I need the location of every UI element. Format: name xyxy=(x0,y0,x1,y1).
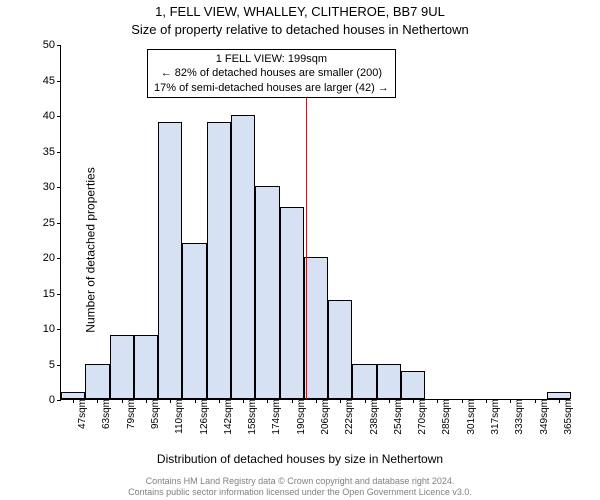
y-tick-mark xyxy=(57,365,61,366)
x-tick-label: 301sqm xyxy=(462,399,477,435)
x-tick-label: 238sqm xyxy=(365,399,380,435)
y-tick-mark xyxy=(57,258,61,259)
y-tick-mark xyxy=(57,152,61,153)
footer-line-2: Contains public sector information licen… xyxy=(0,487,600,498)
x-tick-label: 126sqm xyxy=(195,399,210,435)
x-tick-label: 79sqm xyxy=(122,399,137,429)
x-tick-label: 365sqm xyxy=(559,399,574,435)
x-tick-label: 47sqm xyxy=(73,399,88,429)
x-tick-label: 190sqm xyxy=(292,399,307,435)
y-tick-mark xyxy=(57,81,61,82)
y-tick-mark xyxy=(57,187,61,188)
x-tick-label: 158sqm xyxy=(243,399,258,435)
y-tick-mark xyxy=(57,223,61,224)
y-tick-mark xyxy=(57,116,61,117)
histogram-bar xyxy=(547,392,571,399)
x-tick-label: 317sqm xyxy=(486,399,501,435)
y-tick-mark xyxy=(57,45,61,46)
histogram-bar xyxy=(377,364,401,400)
x-tick-label: 110sqm xyxy=(170,399,185,434)
x-tick-label: 142sqm xyxy=(219,399,234,435)
y-tick-mark xyxy=(57,294,61,295)
annotation-box: 1 FELL VIEW: 199sqm ← 82% of detached ho… xyxy=(147,49,396,98)
plot-area: 0510152025303540455047sqm63sqm79sqm95sqm… xyxy=(60,45,570,400)
histogram-bar xyxy=(304,257,328,399)
histogram-bar xyxy=(61,392,85,399)
histogram-bar xyxy=(352,364,376,400)
footer-line-1: Contains HM Land Registry data © Crown c… xyxy=(0,476,600,487)
footer: Contains HM Land Registry data © Crown c… xyxy=(0,476,600,498)
x-tick-label: 333sqm xyxy=(510,399,525,435)
histogram-bar xyxy=(158,122,182,399)
x-tick-label: 95sqm xyxy=(146,399,161,429)
histogram-bar xyxy=(207,122,231,399)
chart-container: 1, FELL VIEW, WHALLEY, CLITHEROE, BB7 9U… xyxy=(0,0,600,500)
chart-title-line1: 1, FELL VIEW, WHALLEY, CLITHEROE, BB7 9U… xyxy=(0,4,600,19)
chart-title-line2: Size of property relative to detached ho… xyxy=(0,22,600,37)
reference-line xyxy=(306,80,307,400)
histogram-bar xyxy=(85,364,109,400)
x-tick-label: 174sqm xyxy=(267,399,282,435)
annotation-line-3: 17% of semi-detached houses are larger (… xyxy=(154,81,389,95)
x-tick-label: 222sqm xyxy=(340,399,355,435)
histogram-bar xyxy=(182,243,206,399)
x-axis-label: Distribution of detached houses by size … xyxy=(0,452,600,466)
y-tick-mark xyxy=(57,329,61,330)
x-tick-label: 254sqm xyxy=(389,399,404,435)
histogram-bar xyxy=(134,335,158,399)
annotation-line-1: 1 FELL VIEW: 199sqm xyxy=(154,52,389,66)
histogram-bar xyxy=(328,300,352,399)
x-tick-label: 349sqm xyxy=(535,399,550,435)
y-tick-mark xyxy=(57,400,61,401)
x-tick-label: 270sqm xyxy=(413,399,428,435)
histogram-bar xyxy=(110,335,134,399)
x-tick-label: 285sqm xyxy=(437,399,452,435)
annotation-line-2: ← 82% of detached houses are smaller (20… xyxy=(154,66,389,80)
histogram-bar xyxy=(401,371,425,399)
histogram-bar xyxy=(280,207,304,399)
x-tick-label: 63sqm xyxy=(97,399,112,429)
histogram-bar xyxy=(231,115,255,399)
x-tick-label: 206sqm xyxy=(316,399,331,435)
histogram-bar xyxy=(255,186,279,399)
